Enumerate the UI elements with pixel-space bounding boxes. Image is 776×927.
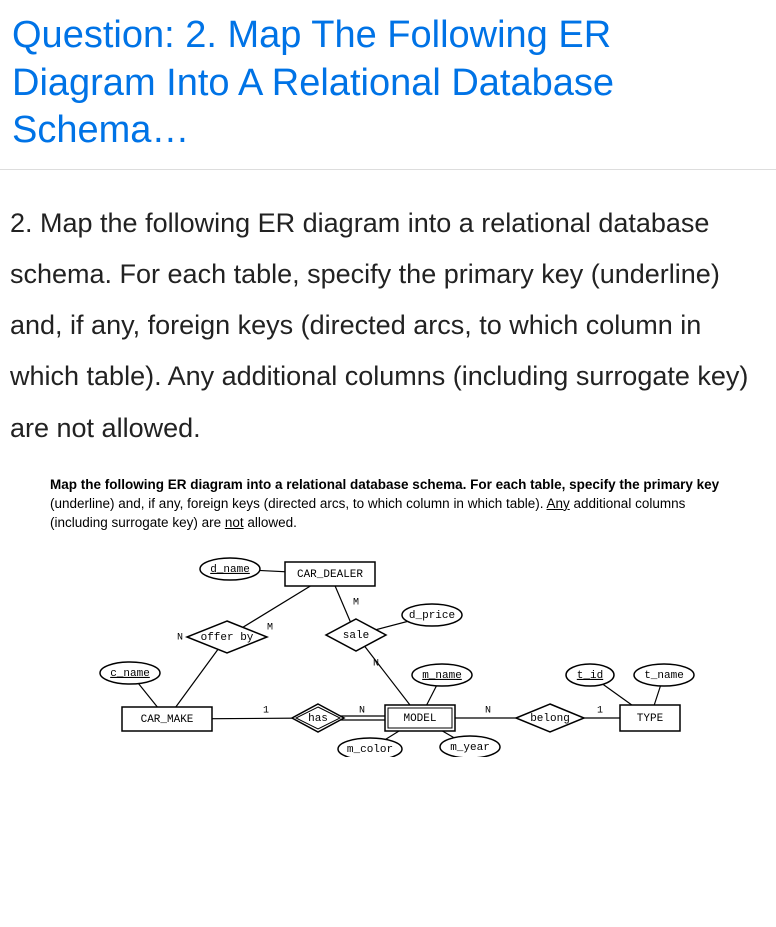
diagram-caption: Map the following ER diagram into a rela… [0,464,776,537]
er-svg: CAR_DEALER CAR_MAKE MODEL TYPE offer by sale h… [60,547,720,757]
svg-text:N: N [177,632,183,643]
caption-not: not [225,515,244,530]
svg-text:has: has [308,713,328,725]
svg-text:N: N [485,705,491,716]
svg-text:MODEL: MODEL [403,713,436,725]
svg-text:m_name: m_name [422,670,462,682]
svg-text:m_color: m_color [347,744,393,756]
svg-text:1: 1 [263,705,269,716]
svg-text:N: N [359,705,365,716]
svg-text:N: N [373,658,379,669]
caption-lead: Map the following ER diagram into a rela… [50,477,719,492]
svg-text:c_name: c_name [110,668,150,680]
page-title: Question: 2. Map The Following ER Diagra… [0,0,776,170]
svg-text:sale: sale [343,630,369,642]
caption-mid3: allowed. [244,515,297,530]
svg-text:CAR_MAKE: CAR_MAKE [141,714,194,726]
caption-mid1: (underline) and, if any, foreign keys (d… [50,496,547,511]
caption-any: Any [547,496,570,511]
svg-text:t_id: t_id [577,670,603,682]
svg-text:TYPE: TYPE [637,713,664,725]
svg-text:t_name: t_name [644,670,684,682]
svg-text:1: 1 [597,705,603,716]
question-body: 2. Map the following ER diagram into a r… [0,170,776,464]
er-diagram: CAR_DEALER CAR_MAKE MODEL TYPE offer by sale h… [0,537,776,777]
svg-text:M: M [353,597,359,608]
svg-text:d_name: d_name [210,564,250,576]
svg-text:M: M [267,622,273,633]
svg-text:belong: belong [530,713,570,725]
svg-text:CAR_DEALER: CAR_DEALER [297,569,363,581]
title-label: Question: [12,14,175,56]
svg-text:m_year: m_year [450,742,490,754]
svg-text:offer by: offer by [201,632,254,644]
svg-text:d_price: d_price [409,610,455,622]
